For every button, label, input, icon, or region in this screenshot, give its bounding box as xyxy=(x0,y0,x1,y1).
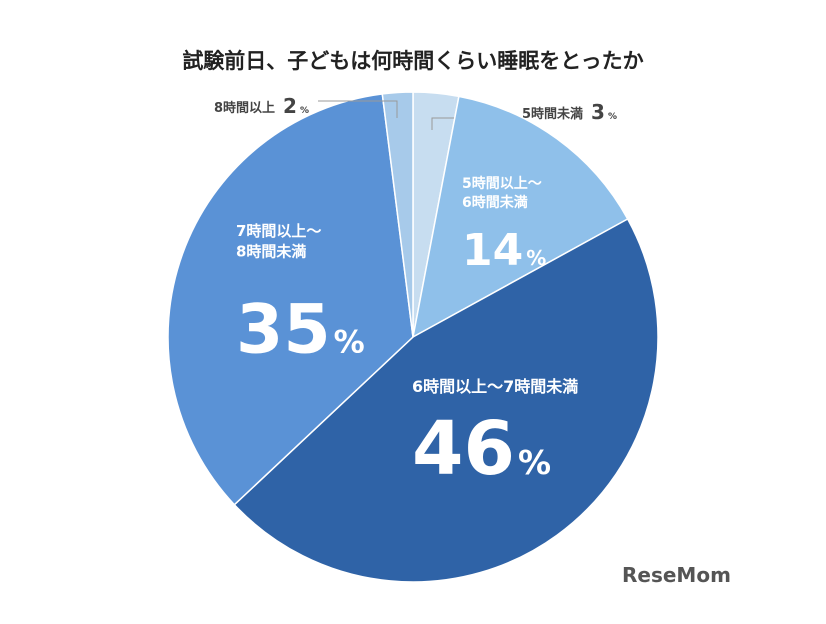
value-number: 2 xyxy=(283,94,297,118)
slice-label: 7時間以上〜 8時間未満 xyxy=(236,222,321,260)
value-number: 46 xyxy=(412,406,515,492)
value-label: 3% xyxy=(591,100,617,124)
value-unit: % xyxy=(518,443,551,482)
value-unit: % xyxy=(300,106,309,116)
value-number: 35 xyxy=(236,290,331,369)
logo: ReseMom xyxy=(622,563,731,587)
slice-label: 5時間未満 xyxy=(522,106,583,122)
pie-slice xyxy=(411,95,629,339)
slice-label-line: 7時間以上〜 xyxy=(236,222,321,240)
slice-label-line: 6時間未満 xyxy=(462,194,528,211)
value-label: 35% xyxy=(236,290,365,369)
value-unit: % xyxy=(334,324,365,360)
pie-slice xyxy=(233,217,659,583)
value-label: 46% xyxy=(412,406,551,492)
slice-label-line: 5時間以上〜 xyxy=(462,175,542,192)
pie-slice xyxy=(381,91,414,338)
value-unit: % xyxy=(526,246,546,270)
slice-label-line: 8時間未満 xyxy=(236,242,306,260)
chart-title: 試験前日、子どもは何時間くらい睡眠をとったか xyxy=(182,49,643,73)
leader-line xyxy=(318,100,398,118)
value-unit: % xyxy=(608,112,617,122)
slice-label: 6時間以上〜7時間未満 xyxy=(412,377,578,396)
value-number: 14 xyxy=(462,225,523,276)
value-label: 2% xyxy=(283,94,309,118)
value-number: 3 xyxy=(591,100,605,124)
slice-label: 5時間以上〜 6時間未満 xyxy=(462,175,542,211)
pie-slice xyxy=(167,93,414,506)
slice-label: 8時間以上 xyxy=(214,100,275,116)
value-label: 14% xyxy=(462,225,546,276)
